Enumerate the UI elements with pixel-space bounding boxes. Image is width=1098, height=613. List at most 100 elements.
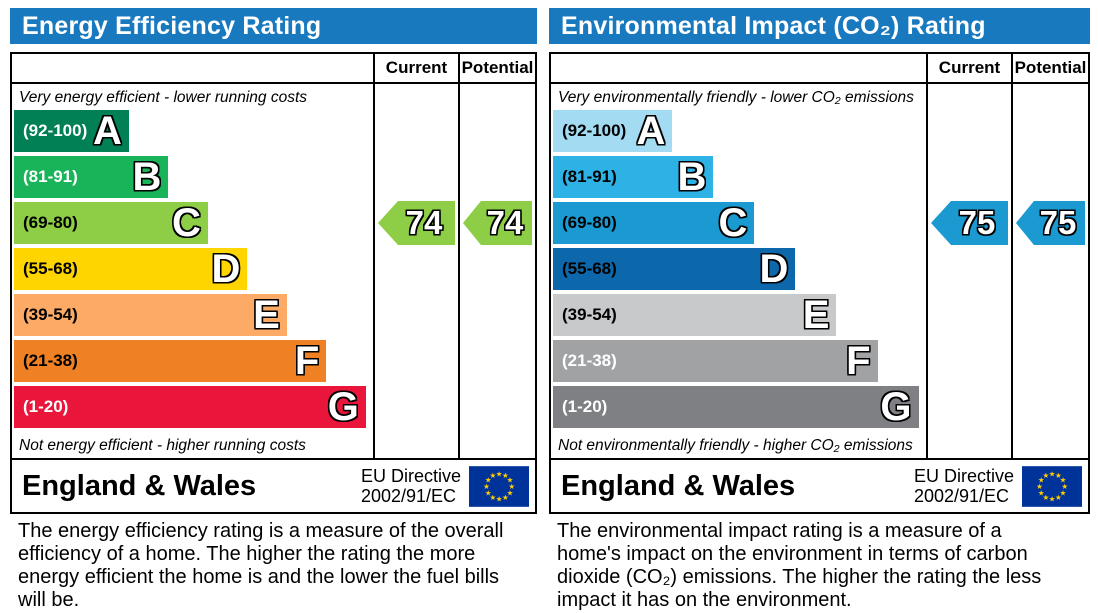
energy-current-value: 74 xyxy=(405,204,443,241)
band-letter: E xyxy=(802,293,830,337)
band-range-label: (1-20) xyxy=(562,397,608,416)
band-range-label: (81-91) xyxy=(562,167,617,186)
energy-band-g: (1-20) G xyxy=(14,386,366,428)
energy-bottom-note: Not energy efficient - higher running co… xyxy=(19,437,306,454)
band-letter: D xyxy=(211,247,241,291)
eu-flag-icon: ★ ★★ ★★★ ★★★ ★★★ xyxy=(469,465,529,507)
svg-text:★: ★ xyxy=(485,488,492,497)
energy-band-b: (81-91) B xyxy=(14,156,169,198)
eu-directive-line1: EU Directive xyxy=(913,466,1014,486)
co2-potential-rating-arrow: 75 xyxy=(1016,201,1085,245)
svg-text:★: ★ xyxy=(496,469,503,478)
svg-text:★: ★ xyxy=(1060,488,1067,497)
co2-band-chart: Very environmentally friendly - lower CO… xyxy=(551,84,926,458)
band-letter: G xyxy=(880,385,912,429)
energy-band-row-a: (92-100) A xyxy=(12,108,373,154)
energy-band-d: (55-68) D xyxy=(14,247,248,291)
band-range-label: (92-100) xyxy=(562,121,627,140)
energy-current-rating-arrow: 74 xyxy=(378,201,455,245)
eu-directive-line2: 2002/91/EC xyxy=(913,486,1010,506)
energy-efficiency-panel: Energy Efficiency Rating Current Potenti… xyxy=(10,8,537,612)
co2-band-row-e: (39-54) E xyxy=(551,292,926,338)
svg-text:★: ★ xyxy=(502,492,509,501)
co2-band-row-f: (21-38) F xyxy=(551,338,926,384)
svg-text:★: ★ xyxy=(1038,488,1045,497)
band-letter: A xyxy=(636,109,666,153)
band-letter: A xyxy=(92,109,122,153)
co2-potential-column: 75 xyxy=(1011,84,1088,458)
co2-potential-column-header: Potential xyxy=(1011,54,1088,82)
energy-chart-header-cell xyxy=(12,54,373,82)
svg-text:★: ★ xyxy=(507,475,514,484)
co2-footer: England & Wales EU Directive 2002/91/EC … xyxy=(551,458,1088,512)
band-range-label: (81-91) xyxy=(23,167,78,186)
band-range-label: (21-38) xyxy=(562,351,617,370)
co2-chart-header-cell xyxy=(551,54,926,82)
co2-band-row-b: (81-91) B xyxy=(551,154,926,200)
co2-band-row-d: (55-68) D xyxy=(551,246,926,292)
band-letter: E xyxy=(253,293,280,337)
svg-text:★: ★ xyxy=(483,482,490,491)
energy-band-chart: Very energy efficient - lower running co… xyxy=(12,84,373,458)
svg-text:★: ★ xyxy=(508,482,514,491)
band-range-label: (69-80) xyxy=(562,213,617,232)
co2-table-header: Current Potential xyxy=(551,54,1088,84)
co2-band-row-c: (69-80) C xyxy=(551,200,926,246)
band-letter: C xyxy=(171,201,201,245)
energy-band-f: (21-38) F xyxy=(14,339,327,383)
band-range-label: (21-38) xyxy=(23,351,78,370)
energy-table-header: Current Potential xyxy=(12,54,535,84)
co2-band-row-g: (1-20) G xyxy=(551,384,926,430)
energy-band-row-b: (81-91) B xyxy=(12,154,373,200)
co2-band-c: (69-80) C xyxy=(553,202,755,244)
co2-current-column: 75 xyxy=(926,84,1011,458)
energy-band-row-f: (21-38) F xyxy=(12,338,373,384)
co2-potential-value: 75 xyxy=(1039,204,1077,241)
svg-text:★: ★ xyxy=(1042,492,1049,501)
energy-potential-rating-arrow: 74 xyxy=(463,201,532,245)
co2-band-d: (55-68) D xyxy=(553,247,796,291)
co2-current-value: 75 xyxy=(958,204,996,241)
energy-band-a: (92-100) A xyxy=(14,110,129,152)
co2-current-column-header: Current xyxy=(926,54,1011,82)
co2-band-e: (39-54) E xyxy=(553,293,837,337)
svg-text:★: ★ xyxy=(1060,475,1067,484)
energy-band-row-g: (1-20) G xyxy=(12,384,373,430)
co2-current-rating-arrow: 75 xyxy=(931,201,1008,245)
co2-band-row-a: (92-100) A xyxy=(551,108,926,154)
svg-text:★: ★ xyxy=(485,475,492,484)
energy-potential-column: 74 xyxy=(458,84,535,458)
band-letter: D xyxy=(759,247,789,291)
svg-text:★: ★ xyxy=(489,471,496,480)
band-letter: G xyxy=(327,385,359,429)
band-range-label: (1-20) xyxy=(23,397,69,416)
co2-table-body: Very environmentally friendly - lower CO… xyxy=(551,84,1088,458)
svg-text:★: ★ xyxy=(489,492,496,501)
band-letter: F xyxy=(294,339,320,383)
co2-impact-panel: Environmental Impact (CO₂) Rating Curren… xyxy=(549,8,1090,612)
co2-bottom-note: Not environmentally friendly - higher CO… xyxy=(558,437,913,454)
band-range-label: (39-54) xyxy=(23,305,78,324)
band-range-label: (55-68) xyxy=(562,259,617,278)
energy-band-c: (69-80) C xyxy=(14,202,208,244)
co2-band-f: (21-38) F xyxy=(553,340,878,382)
energy-band-e: (39-54) E xyxy=(14,294,287,336)
svg-text:★: ★ xyxy=(1049,494,1056,503)
band-letter: B xyxy=(677,155,707,199)
region-label: England & Wales xyxy=(561,469,796,502)
co2-rating-table: Current Potential Very environmentally f… xyxy=(549,52,1090,514)
band-range-label: (39-54) xyxy=(562,305,617,324)
eu-directive-line2: 2002/91/EC xyxy=(360,486,457,506)
co2-band-g: (1-20) G xyxy=(553,386,919,428)
band-letter: F xyxy=(846,339,871,383)
svg-text:★: ★ xyxy=(496,494,503,503)
svg-text:★: ★ xyxy=(1042,471,1049,480)
energy-table-body: Very energy efficient - lower running co… xyxy=(12,84,535,458)
eu-directive-text: EU Directive 2002/91/EC xyxy=(361,466,469,506)
eu-flag-icon: ★ ★★ ★★★ ★★★ ★★★ xyxy=(1022,465,1082,507)
energy-potential-column-header: Potential xyxy=(458,54,535,82)
co2-top-note: Very environmentally friendly - lower CO… xyxy=(558,89,914,106)
energy-panel-title: Energy Efficiency Rating xyxy=(22,11,322,40)
energy-band-row-c: (69-80) C xyxy=(12,200,373,246)
